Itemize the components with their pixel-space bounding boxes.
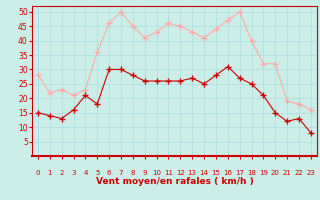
X-axis label: Vent moyen/en rafales ( km/h ): Vent moyen/en rafales ( km/h ) xyxy=(96,177,253,186)
